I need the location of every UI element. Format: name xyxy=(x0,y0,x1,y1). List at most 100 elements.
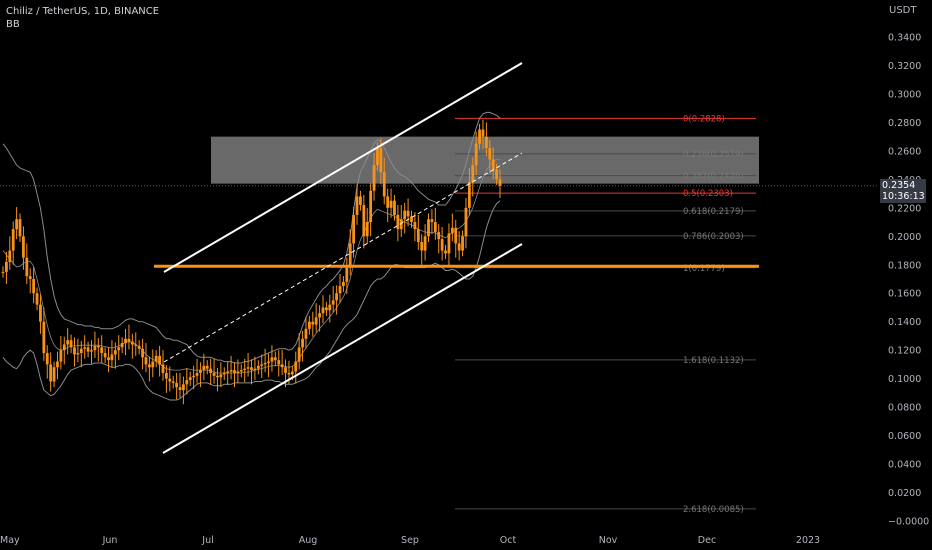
candle-body xyxy=(297,347,301,362)
candle-body xyxy=(178,387,182,391)
candle-body xyxy=(382,172,386,197)
candle-body xyxy=(90,350,93,352)
y-tick-label: 0.2600 xyxy=(888,146,921,157)
candle-body xyxy=(144,357,148,365)
channel-upper-line xyxy=(163,62,523,273)
y-tick-label: 0.3200 xyxy=(888,61,921,72)
candle-body xyxy=(32,279,36,294)
candle-body xyxy=(324,307,328,311)
candle-body xyxy=(130,341,134,345)
candle-body xyxy=(267,361,270,363)
indicator-label: BB xyxy=(6,19,20,30)
candle-body xyxy=(260,364,264,366)
candle-body xyxy=(219,374,223,378)
candle-body xyxy=(369,190,373,223)
candle-body xyxy=(474,143,478,166)
fib-level-label: 2.618(0.0085) xyxy=(683,505,744,515)
candle-body xyxy=(427,219,430,237)
candle-body xyxy=(73,347,76,355)
x-tick-label: Dec xyxy=(698,535,716,546)
x-tick-label: May xyxy=(0,535,20,546)
candle-body xyxy=(171,381,175,383)
price-unit-label: USDT xyxy=(889,5,917,16)
y-tick-label: 0.0600 xyxy=(888,431,921,442)
candle-body xyxy=(430,219,434,223)
candle-body xyxy=(284,367,287,373)
candle-body xyxy=(484,136,488,149)
candle-body xyxy=(376,148,379,166)
candle-body xyxy=(233,370,236,373)
candle-body xyxy=(175,382,179,388)
candle-body xyxy=(76,353,80,355)
fib-level-label: 0.382(0.2426) xyxy=(683,172,744,182)
candle-body xyxy=(410,216,413,223)
y-tick-label: 0.0400 xyxy=(888,460,921,471)
x-tick-label: Sep xyxy=(401,535,419,546)
candle-body xyxy=(328,304,332,311)
candle-body xyxy=(314,317,318,325)
y-tick-label: 0.1600 xyxy=(888,289,921,300)
candle-body xyxy=(52,367,56,382)
candle-body xyxy=(8,250,12,262)
candle-body xyxy=(107,357,110,361)
candle-body xyxy=(49,364,53,382)
candle-body xyxy=(158,355,161,365)
candle-body xyxy=(491,159,495,170)
candle-body xyxy=(273,357,277,361)
candle-body xyxy=(22,236,25,258)
y-tick-label: 0.1200 xyxy=(888,346,921,357)
candle-body xyxy=(226,371,230,373)
candle-body xyxy=(229,370,233,372)
fib-level-label: 1(0.1779) xyxy=(683,264,725,274)
candle-body xyxy=(359,196,362,205)
candle-body xyxy=(93,345,97,351)
candle-body xyxy=(280,364,284,368)
x-tick-label: Nov xyxy=(599,535,618,546)
candle-body xyxy=(287,372,291,375)
candle-body xyxy=(338,286,342,294)
candle-body xyxy=(321,307,325,314)
y-tick-label: 0.0800 xyxy=(888,403,921,414)
candle-body xyxy=(342,281,345,287)
channel-lower-line xyxy=(162,243,523,454)
candle-body xyxy=(151,361,155,368)
candle-body xyxy=(28,276,32,279)
candle-body xyxy=(365,222,369,237)
candle-body xyxy=(389,200,393,208)
candle-body xyxy=(154,355,158,362)
last-price-tag: 0.2354 10:36:13 xyxy=(880,179,926,203)
x-tick-label: 2023 xyxy=(796,535,820,546)
candle-body xyxy=(168,378,172,382)
candle-body xyxy=(216,375,219,378)
candle-body xyxy=(270,357,274,362)
candle-body xyxy=(15,219,19,230)
candle-body xyxy=(488,148,492,160)
candle-body xyxy=(141,348,144,358)
candle-body xyxy=(450,227,454,234)
candle-body xyxy=(386,196,390,208)
candle-body xyxy=(103,353,107,358)
y-tick-label: 0.3000 xyxy=(888,89,921,100)
candle-body xyxy=(192,375,196,378)
candle-body xyxy=(307,321,311,329)
chart-legend: Chiliz / TetherUS, 1D, BINANCE BB xyxy=(6,5,159,31)
candle-body xyxy=(86,347,90,352)
x-tick-label: Oct xyxy=(500,535,517,546)
candle-body xyxy=(161,364,165,373)
candle-body xyxy=(120,343,124,348)
fib-level-label: 0.786(0.2003) xyxy=(683,232,744,242)
x-tick-label: Aug xyxy=(299,535,318,546)
candle-body xyxy=(318,313,321,318)
candle-body xyxy=(403,210,407,220)
candle-body xyxy=(124,338,127,344)
candle-body xyxy=(335,293,339,301)
candle-body xyxy=(182,384,185,391)
candle-body xyxy=(62,344,66,351)
candle-body xyxy=(457,243,461,251)
y-tick-label: 0.2800 xyxy=(888,118,921,129)
candle-body xyxy=(301,338,304,348)
last-price: 0.2354 xyxy=(882,180,916,191)
candle-body xyxy=(355,196,359,215)
candle-body xyxy=(117,347,121,351)
